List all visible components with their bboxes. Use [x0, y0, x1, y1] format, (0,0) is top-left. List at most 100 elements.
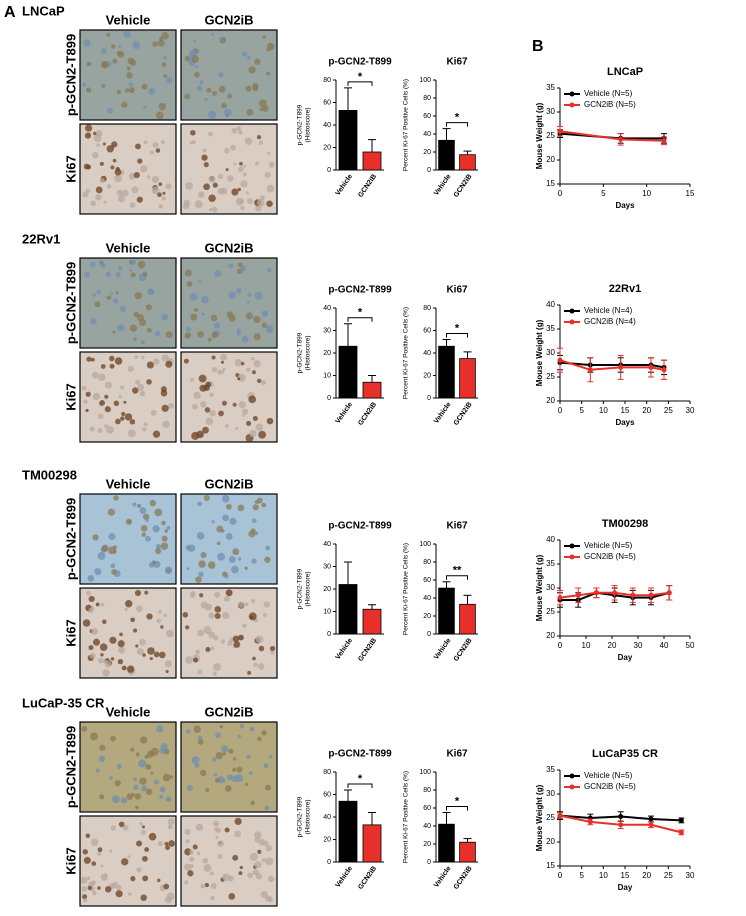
cell	[215, 732, 222, 739]
cell	[192, 140, 196, 144]
cell	[205, 603, 213, 611]
column-header: GCN2iB	[204, 476, 253, 491]
micrograph	[79, 721, 177, 813]
cell	[213, 322, 221, 329]
cell	[269, 645, 276, 652]
cell	[198, 560, 206, 568]
cell	[158, 102, 167, 111]
cell-line-label: LNCaP	[22, 3, 65, 18]
x-tick-label: Vehicle	[335, 865, 355, 889]
cell	[141, 825, 145, 829]
cell	[87, 575, 95, 582]
error-bar	[463, 351, 472, 359]
cell	[254, 500, 259, 504]
y-tick-label: 0	[427, 859, 431, 866]
y-tick-label: 80	[423, 559, 431, 566]
cell	[253, 662, 258, 667]
cell	[115, 418, 121, 425]
cell	[220, 369, 225, 374]
cell	[238, 601, 245, 608]
cell	[100, 602, 105, 607]
cell	[140, 524, 148, 532]
cell	[211, 206, 218, 213]
cell	[143, 140, 148, 145]
cell	[116, 764, 123, 770]
cell	[91, 861, 97, 866]
cell	[197, 739, 204, 745]
cell	[140, 894, 147, 901]
cell	[212, 182, 218, 188]
cell	[142, 271, 148, 277]
cell	[159, 747, 166, 754]
cell	[94, 301, 101, 308]
cell	[82, 191, 89, 198]
cell	[187, 870, 194, 877]
cell	[149, 499, 157, 507]
y-axis-label: p-GCN2-T899	[297, 104, 304, 145]
cell	[255, 205, 262, 212]
legend-label: Vehicle (N=5)	[584, 89, 633, 98]
cell	[228, 263, 234, 269]
cell	[202, 426, 209, 434]
cell	[218, 410, 224, 417]
cell	[229, 517, 237, 525]
cell	[216, 541, 221, 545]
cell	[124, 413, 133, 421]
cell	[116, 189, 123, 197]
cell	[199, 80, 204, 85]
marker	[587, 819, 593, 825]
significance-bracket	[446, 122, 468, 127]
y-tick-label: 40	[423, 823, 431, 830]
cell	[153, 651, 160, 658]
cell	[152, 41, 158, 47]
cell	[235, 426, 239, 431]
cell	[252, 504, 259, 511]
cell	[211, 331, 219, 339]
cell	[237, 262, 243, 268]
cell	[190, 593, 195, 599]
x-tick-label: Vehicle	[433, 173, 453, 197]
cell	[246, 300, 250, 304]
y-tick-label: 25	[546, 372, 555, 381]
cell	[245, 191, 249, 195]
cell	[248, 771, 253, 775]
cell	[118, 821, 125, 828]
cell	[244, 602, 249, 607]
panel-label: A	[4, 4, 16, 21]
cell	[262, 612, 267, 617]
micrograph	[79, 123, 177, 215]
cell	[116, 89, 122, 95]
cell	[160, 625, 164, 629]
cell	[114, 357, 123, 365]
significance-label: *	[455, 112, 460, 124]
column-header: Vehicle	[106, 476, 151, 491]
error-bar	[442, 128, 451, 141]
micrograph	[180, 29, 278, 121]
cell	[163, 883, 170, 890]
cell	[213, 663, 221, 671]
cell	[119, 305, 127, 312]
cell	[139, 390, 146, 397]
error-bar	[463, 838, 472, 843]
cell	[162, 420, 170, 429]
cell	[147, 647, 155, 655]
cell	[157, 192, 162, 198]
cell	[141, 785, 148, 792]
legend-label: Vehicle (N=4)	[584, 306, 633, 315]
y-tick-label: 40	[323, 122, 331, 129]
cell	[256, 378, 262, 383]
cell	[151, 186, 160, 195]
cell	[106, 184, 112, 189]
cell	[192, 844, 198, 850]
cell	[204, 97, 208, 102]
micrograph	[180, 257, 278, 349]
cell	[105, 886, 112, 893]
cell	[198, 735, 203, 741]
cell	[86, 876, 91, 880]
cell	[84, 132, 91, 139]
cell	[112, 298, 119, 304]
cell	[255, 161, 260, 166]
cell	[151, 175, 160, 184]
y-tick-label: 30	[323, 327, 331, 334]
